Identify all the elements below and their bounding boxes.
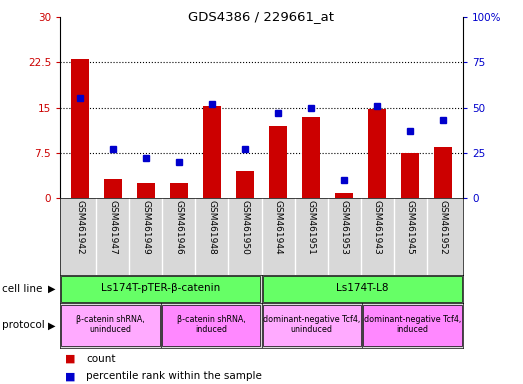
Bar — [302, 117, 320, 198]
Text: GSM461948: GSM461948 — [208, 200, 217, 255]
Text: GSM461952: GSM461952 — [439, 200, 448, 255]
Text: ▶: ▶ — [48, 320, 55, 331]
Bar — [104, 179, 122, 198]
Bar — [61, 305, 160, 346]
Text: ■: ■ — [65, 354, 76, 364]
Bar — [203, 106, 221, 198]
Text: protocol: protocol — [2, 320, 44, 331]
Text: GSM461944: GSM461944 — [274, 200, 282, 255]
Text: GSM461946: GSM461946 — [175, 200, 184, 255]
Text: GSM461943: GSM461943 — [372, 200, 382, 255]
Bar — [269, 126, 287, 198]
Bar — [368, 109, 386, 198]
Bar — [263, 305, 361, 346]
Bar — [401, 153, 419, 198]
Text: β-catenin shRNA,
induced: β-catenin shRNA, induced — [177, 315, 245, 334]
Text: ■: ■ — [65, 371, 76, 381]
Text: GSM461942: GSM461942 — [75, 200, 84, 255]
Text: GSM461950: GSM461950 — [241, 200, 249, 255]
Bar — [363, 305, 462, 346]
Bar — [162, 305, 260, 346]
Text: ▶: ▶ — [48, 284, 55, 294]
Bar — [170, 183, 188, 198]
Text: percentile rank within the sample: percentile rank within the sample — [86, 371, 262, 381]
Bar — [263, 276, 462, 302]
Text: GSM461951: GSM461951 — [306, 200, 315, 255]
Text: β-catenin shRNA,
uninduced: β-catenin shRNA, uninduced — [76, 315, 145, 334]
Text: Ls174T-L8: Ls174T-L8 — [336, 283, 389, 293]
Text: count: count — [86, 354, 116, 364]
Text: cell line: cell line — [2, 284, 42, 294]
Text: Ls174T-pTER-β-catenin: Ls174T-pTER-β-catenin — [101, 283, 221, 293]
Bar — [335, 193, 353, 198]
Bar — [137, 183, 155, 198]
Bar — [61, 276, 260, 302]
Text: GSM461953: GSM461953 — [339, 200, 348, 255]
Text: GSM461949: GSM461949 — [141, 200, 151, 255]
Text: GDS4386 / 229661_at: GDS4386 / 229661_at — [188, 10, 335, 23]
Text: dominant-negative Tcf4,
uninduced: dominant-negative Tcf4, uninduced — [263, 315, 360, 334]
Bar — [236, 171, 254, 198]
Text: GSM461945: GSM461945 — [405, 200, 415, 255]
Bar — [434, 147, 452, 198]
Text: GSM461947: GSM461947 — [108, 200, 118, 255]
Bar — [71, 60, 89, 198]
Text: dominant-negative Tcf4,
induced: dominant-negative Tcf4, induced — [364, 315, 461, 334]
